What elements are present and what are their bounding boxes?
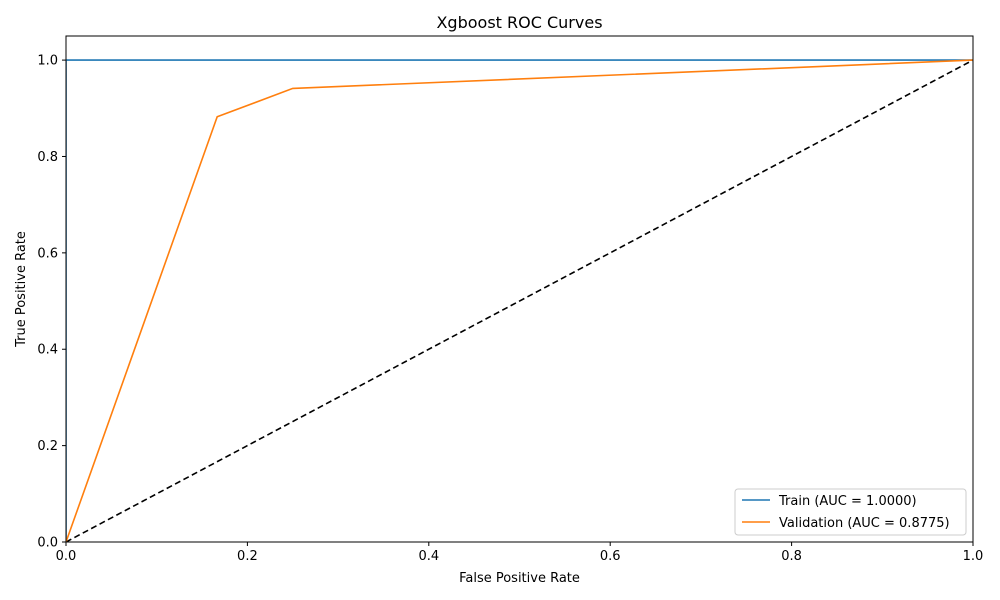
y-tick-label: 0.4 bbox=[37, 343, 58, 358]
series-line-validation bbox=[66, 59, 973, 542]
legend: Train (AUC = 1.0000) Validation (AUC = 0… bbox=[734, 488, 967, 536]
x-axis-label: False Positive Rate bbox=[459, 571, 580, 586]
series-layer bbox=[66, 59, 973, 542]
y-tick-label: 0.8 bbox=[37, 150, 58, 165]
chart-title: Xgboost ROC Curves bbox=[436, 13, 602, 32]
y-tick-label: 0.0 bbox=[37, 536, 58, 551]
legend-label-train: Train (AUC = 1.0000) bbox=[778, 494, 917, 509]
series-line-train bbox=[66, 59, 973, 542]
y-tick-label: 0.2 bbox=[37, 439, 58, 454]
y-axis-ticks: 0.0 0.2 0.4 0.6 0.8 1.0 bbox=[37, 54, 66, 551]
x-tick-label: 0.4 bbox=[418, 549, 439, 564]
legend-label-validation: Validation (AUC = 0.8775) bbox=[779, 516, 950, 531]
x-tick-label: 0.6 bbox=[600, 549, 621, 564]
diagonal-reference-line bbox=[66, 59, 973, 542]
y-axis-label: True Positive Rate bbox=[14, 231, 29, 348]
y-tick-label: 1.0 bbox=[37, 54, 58, 69]
legend-box bbox=[734, 488, 967, 536]
x-axis-ticks: 0.0 0.2 0.4 0.6 0.8 1.0 bbox=[56, 542, 984, 564]
x-tick-label: 1.0 bbox=[963, 549, 984, 564]
plot-area bbox=[65, 35, 974, 543]
x-tick-label: 0.2 bbox=[237, 549, 258, 564]
plot-frame bbox=[65, 35, 974, 543]
y-tick-label: 0.6 bbox=[37, 246, 58, 261]
x-tick-label: 0.8 bbox=[781, 549, 802, 564]
x-tick-label: 0.0 bbox=[56, 549, 77, 564]
